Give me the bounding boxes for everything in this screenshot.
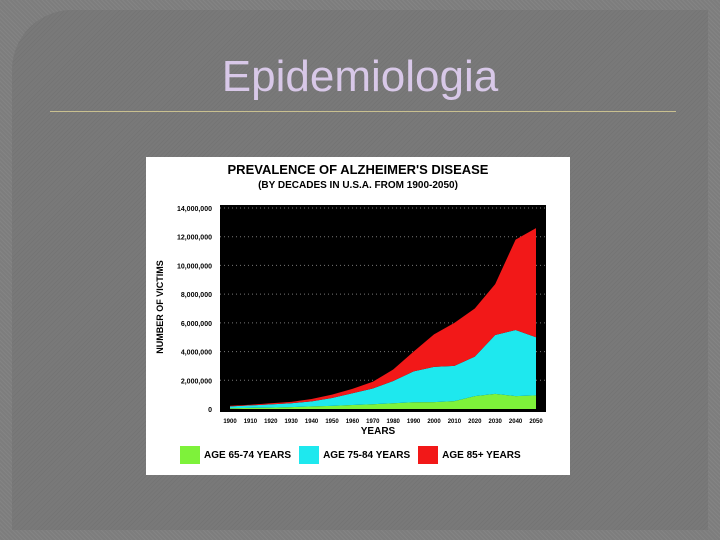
area-series <box>230 228 536 409</box>
area-series-1 <box>230 330 536 409</box>
legend-label-65-74: AGE 65-74 YEARS <box>204 449 292 461</box>
area-series-0 <box>230 393 536 409</box>
x-tick-label: 1900 <box>223 419 237 425</box>
legend-swatch-85-plus <box>418 446 439 464</box>
x-tick-label: 2020 <box>468 419 482 425</box>
y-tick-label: 14,000,000 <box>177 206 212 213</box>
y-tick-label: 2,000,000 <box>181 378 212 385</box>
area-chart: PREVALENCE OF ALZHEIMER'S DISEASE (BY DE… <box>155 162 546 437</box>
x-tick-label: 1950 <box>325 419 339 425</box>
legend-label-85-plus: AGE 85+ YEARS <box>442 449 521 461</box>
x-tick-label: 1980 <box>387 419 401 425</box>
legend-item-75-84: AGE 75-84 YEARS <box>299 445 410 465</box>
x-axis-label: YEARS <box>361 426 396 437</box>
y-tick-label: 12,000,000 <box>177 235 212 242</box>
slide-title: Epidemiologia <box>221 52 499 101</box>
y-tick-label: 6,000,000 <box>181 321 212 328</box>
x-tick-label: 1940 <box>305 419 319 425</box>
area-series-2 <box>230 228 536 407</box>
y-tick-label: 8,000,000 <box>181 292 212 299</box>
x-tick-label: 1920 <box>264 419 278 425</box>
chart-subtitle: (BY DECADES IN U.S.A. FROM 1900-2050) <box>258 180 458 191</box>
legend-label-75-84: AGE 75-84 YEARS <box>323 449 411 461</box>
x-tick-label: 1970 <box>366 419 380 425</box>
y-axis-ticks: 0 2,000,000 4,000,000 6,000,000 8,000,000 10,… <box>177 206 212 414</box>
y-tick-label: 4,000,000 <box>181 350 212 357</box>
x-tick-label: 2050 <box>529 419 543 425</box>
x-tick-label: 2030 <box>489 419 503 425</box>
chart-legend: AGE 65-74 YEARS AGE 75-84 YEARS AGE 85+ … <box>180 445 560 465</box>
legend-swatch-75-84 <box>299 446 320 464</box>
x-tick-label: 1910 <box>244 419 258 425</box>
chart-card: PREVALENCE OF ALZHEIMER'S DISEASE (BY DE… <box>146 157 570 475</box>
x-tick-label: 2010 <box>448 419 462 425</box>
y-axis-label: NUMBER OF VICTIMS <box>155 260 165 354</box>
x-tick-label: 2000 <box>427 419 441 425</box>
x-tick-label: 1990 <box>407 419 421 425</box>
legend-item-85-plus: AGE 85+ YEARS <box>418 445 521 465</box>
y-tick-label: 10,000,000 <box>177 263 212 270</box>
title-divider <box>50 111 676 112</box>
y-tick-label: 0 <box>208 407 212 414</box>
legend-item-65-74: AGE 65-74 YEARS <box>180 445 291 465</box>
x-tick-label: 1960 <box>346 419 360 425</box>
x-axis-ticks: 1900 1910 1920 1930 1940 1950 1960 1970 1980 1990… <box>223 419 543 425</box>
legend-swatch-65-74 <box>180 446 200 464</box>
x-tick-label: 1930 <box>285 419 299 425</box>
chart-title: PREVALENCE OF ALZHEIMER'S DISEASE <box>228 162 489 177</box>
x-tick-label: 2040 <box>509 419 523 425</box>
